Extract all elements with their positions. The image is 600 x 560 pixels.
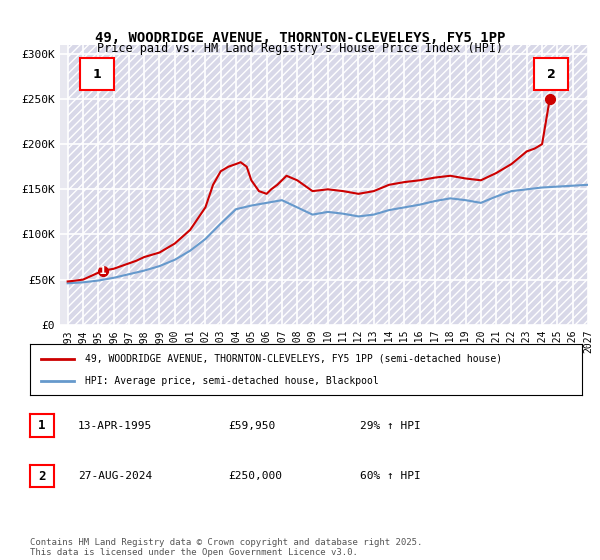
Text: 1: 1 xyxy=(92,68,101,81)
Text: 29% ↑ HPI: 29% ↑ HPI xyxy=(360,421,421,431)
Text: £59,950: £59,950 xyxy=(228,421,275,431)
Text: 2: 2 xyxy=(38,469,46,483)
Text: 60% ↑ HPI: 60% ↑ HPI xyxy=(360,471,421,481)
Text: 27-AUG-2024: 27-AUG-2024 xyxy=(78,471,152,481)
Text: Price paid vs. HM Land Registry's House Price Index (HPI): Price paid vs. HM Land Registry's House … xyxy=(97,42,503,55)
Text: 1: 1 xyxy=(38,419,46,432)
Text: 1: 1 xyxy=(99,265,107,276)
Text: 49, WOODRIDGE AVENUE, THORNTON-CLEVELEYS, FY5 1PP (semi-detached house): 49, WOODRIDGE AVENUE, THORNTON-CLEVELEYS… xyxy=(85,353,502,363)
Text: 49, WOODRIDGE AVENUE, THORNTON-CLEVELEYS, FY5 1PP: 49, WOODRIDGE AVENUE, THORNTON-CLEVELEYS… xyxy=(95,31,505,45)
Text: £250,000: £250,000 xyxy=(228,471,282,481)
Text: HPI: Average price, semi-detached house, Blackpool: HPI: Average price, semi-detached house,… xyxy=(85,376,379,386)
Text: 2: 2 xyxy=(547,68,556,81)
FancyBboxPatch shape xyxy=(80,58,113,90)
Text: Contains HM Land Registry data © Crown copyright and database right 2025.
This d: Contains HM Land Registry data © Crown c… xyxy=(30,538,422,557)
Text: 13-APR-1995: 13-APR-1995 xyxy=(78,421,152,431)
FancyBboxPatch shape xyxy=(535,58,568,90)
